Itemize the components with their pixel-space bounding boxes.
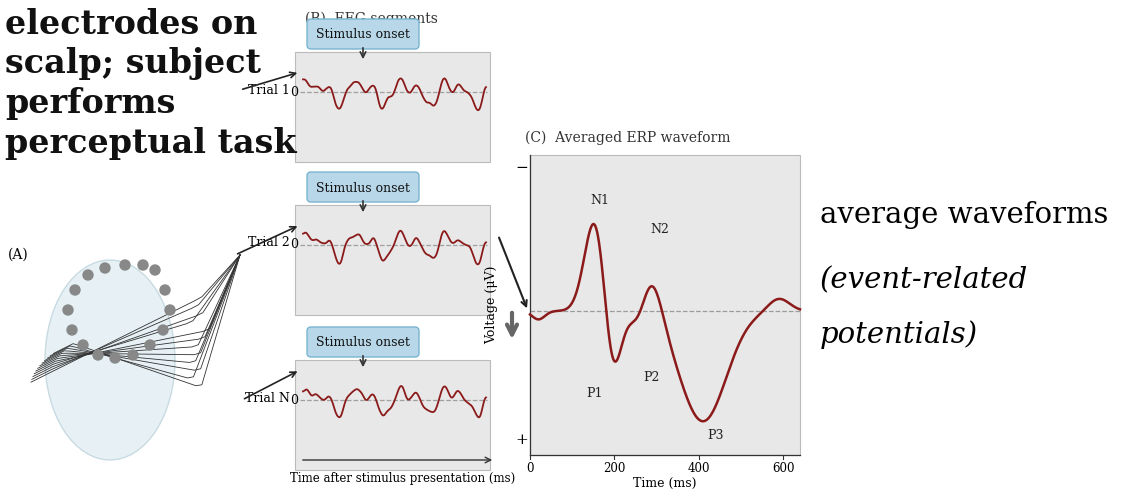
FancyBboxPatch shape [307, 172, 419, 202]
Text: Stimulus onset: Stimulus onset [316, 336, 410, 350]
Circle shape [93, 350, 103, 360]
Circle shape [165, 305, 175, 315]
Circle shape [70, 285, 80, 295]
Circle shape [158, 325, 168, 335]
Circle shape [138, 260, 148, 270]
Text: 600: 600 [772, 462, 794, 475]
Text: −: − [516, 161, 529, 175]
Circle shape [78, 340, 88, 350]
Text: Time after stimulus presentation (ms): Time after stimulus presentation (ms) [289, 472, 515, 485]
Text: 400: 400 [688, 462, 710, 475]
Text: N1: N1 [590, 194, 610, 207]
Text: potentials): potentials) [820, 320, 978, 349]
Text: Stimulus onset: Stimulus onset [316, 182, 410, 194]
Text: (C)  Averaged ERP waveform: (C) Averaged ERP waveform [525, 130, 731, 145]
Bar [295, 360, 490, 470]
Text: 0: 0 [289, 393, 297, 407]
Bar [530, 155, 800, 455]
Circle shape [100, 263, 110, 273]
Text: (B)  EEG segments: (B) EEG segments [305, 12, 438, 26]
Text: 200: 200 [603, 462, 626, 475]
Text: Trial 1: Trial 1 [248, 83, 289, 97]
Text: Trial N: Trial N [245, 391, 289, 405]
Text: P2: P2 [643, 371, 659, 384]
Text: 0: 0 [289, 239, 297, 251]
Text: (event-related: (event-related [820, 266, 1028, 294]
Bar [295, 52, 490, 162]
Text: 0: 0 [289, 85, 297, 99]
Text: P1: P1 [586, 387, 603, 400]
Text: +: + [516, 433, 529, 447]
Text: electrodes on
scalp; subject
performs
perceptual task: electrodes on scalp; subject performs pe… [5, 8, 296, 160]
Text: Trial 2: Trial 2 [248, 237, 289, 249]
Circle shape [150, 265, 160, 275]
Text: 0: 0 [526, 462, 534, 475]
Circle shape [160, 285, 170, 295]
Circle shape [145, 340, 154, 350]
FancyBboxPatch shape [307, 327, 419, 357]
Circle shape [63, 305, 73, 315]
FancyBboxPatch shape [307, 19, 419, 49]
Text: average waveforms: average waveforms [820, 201, 1109, 229]
Ellipse shape [45, 260, 175, 460]
Text: Voltage (μV): Voltage (μV) [485, 266, 499, 344]
Circle shape [120, 260, 130, 270]
Text: P3: P3 [707, 429, 723, 442]
Bar [295, 205, 490, 315]
Text: N2: N2 [650, 223, 669, 237]
Text: Stimulus onset: Stimulus onset [316, 28, 410, 42]
Text: (A): (A) [8, 248, 29, 262]
Circle shape [110, 353, 120, 363]
Text: Time (ms): Time (ms) [634, 477, 697, 490]
Circle shape [84, 270, 93, 280]
Circle shape [67, 325, 77, 335]
Circle shape [128, 350, 138, 360]
